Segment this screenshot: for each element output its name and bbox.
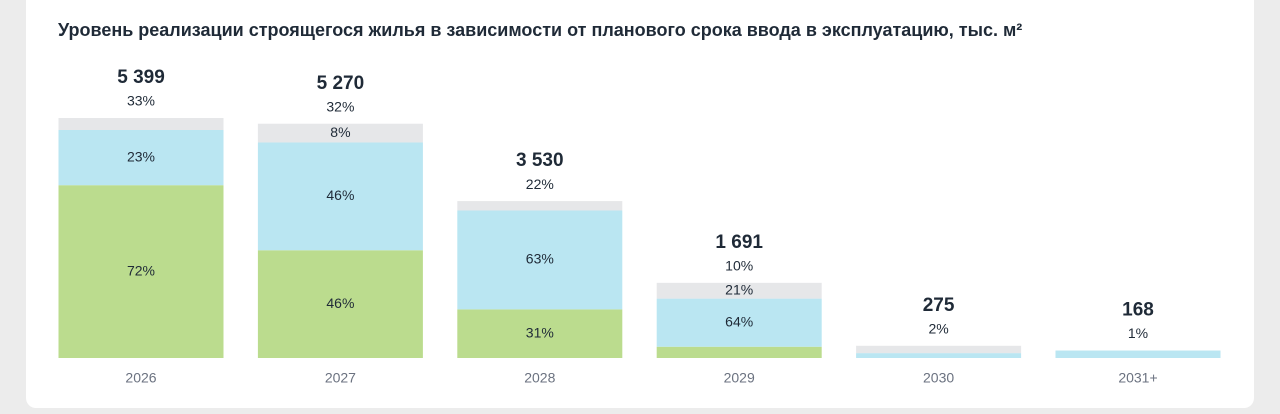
bar-segment <box>656 346 822 358</box>
share-label: 1% <box>1128 325 1148 341</box>
x-tick-label: 2028 <box>524 370 555 386</box>
bar-segment <box>257 142 423 251</box>
share-label: 32% <box>326 98 354 114</box>
segment-label: 23% <box>127 148 155 164</box>
x-tick-label: 2030 <box>923 370 954 386</box>
bar-segment <box>856 345 1022 354</box>
bar-segment <box>58 130 224 186</box>
bar-segment <box>58 118 224 130</box>
segment-label: 46% <box>326 295 354 311</box>
segment-label: 64% <box>725 313 753 329</box>
x-tick-label: 2026 <box>125 370 156 386</box>
bar-segment <box>257 123 423 143</box>
segment-label: 8% <box>330 124 350 140</box>
bar-segment <box>257 250 423 358</box>
bar-segment <box>457 210 623 310</box>
bar-segment <box>656 282 822 299</box>
total-label: 3 530 <box>516 150 564 171</box>
x-tick-label: 2031+ <box>1118 370 1157 386</box>
segment-label: 63% <box>526 251 554 267</box>
total-label: 1 691 <box>715 232 763 253</box>
segment-label: 72% <box>127 262 155 278</box>
share-label: 2% <box>928 320 948 336</box>
bar-segment <box>656 298 822 347</box>
card <box>26 0 1254 408</box>
share-label: 33% <box>127 93 155 109</box>
total-label: 275 <box>923 295 955 316</box>
bar-segment <box>58 185 224 358</box>
chart-title: Уровень реализации строящегося жилья в з… <box>58 20 1022 40</box>
bar-segment <box>457 201 623 211</box>
segment-label: 46% <box>326 187 354 203</box>
share-label: 10% <box>725 258 753 274</box>
total-label: 5 399 <box>117 67 165 88</box>
share-label: 22% <box>526 176 554 192</box>
bar-segment <box>1055 350 1221 358</box>
total-label: 168 <box>1122 300 1154 321</box>
bar-segment <box>457 309 623 358</box>
segment-label: 31% <box>526 324 554 340</box>
x-tick-label: 2029 <box>724 370 755 386</box>
x-tick-label: 2027 <box>325 370 356 386</box>
bar-segment <box>856 353 1022 358</box>
segment-label: 21% <box>725 281 753 297</box>
total-label: 5 270 <box>317 73 365 94</box>
